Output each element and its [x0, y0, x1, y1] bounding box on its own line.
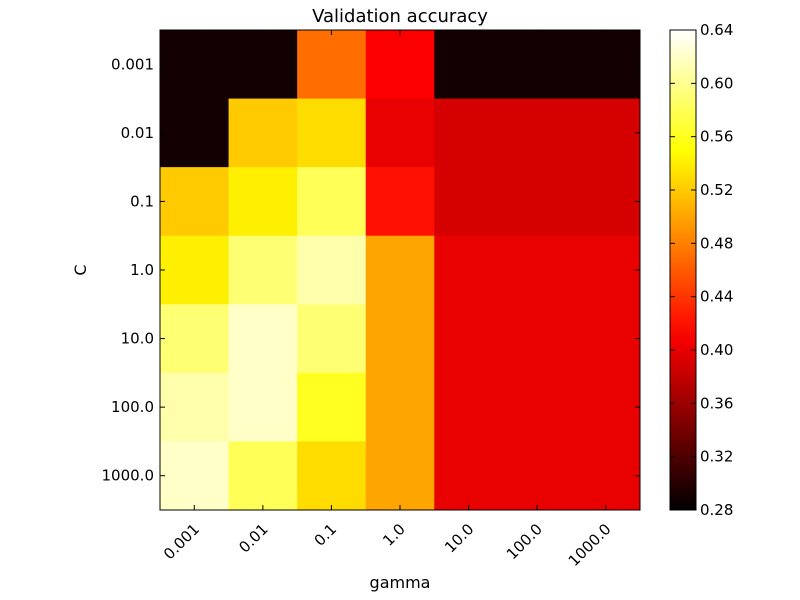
heatmap-cell [434, 372, 504, 442]
heatmap-cell [228, 235, 298, 305]
heatmap-cell [228, 98, 298, 168]
heatmap-cell [297, 98, 367, 168]
heatmap-cell [571, 167, 641, 237]
heatmap-cell [365, 235, 435, 305]
x-tick-label: 1000.0 [565, 520, 615, 570]
colorbar-tick-label: 0.40 [700, 341, 733, 359]
heatmap-cell [365, 30, 435, 100]
heatmap-cell [297, 441, 367, 511]
heatmap-cell [434, 441, 504, 511]
colorbar-tick-label: 0.28 [700, 501, 733, 519]
heatmap-cell [434, 30, 504, 100]
heatmap-cell [434, 304, 504, 374]
heatmap-cells [160, 30, 641, 511]
heatmap-cell [365, 372, 435, 442]
colorbar-tick-label: 0.32 [700, 448, 733, 466]
y-tick-label: 0.001 [111, 55, 154, 73]
heatmap-cell [160, 30, 230, 100]
heatmap-cell [434, 167, 504, 237]
heatmap-cell [434, 98, 504, 168]
heatmap-cell [502, 30, 572, 100]
colorbar-tick-label: 0.48 [700, 234, 733, 252]
y-tick-label: 100.0 [111, 398, 154, 416]
heatmap-cell [365, 304, 435, 374]
heatmap-cell [571, 30, 641, 100]
colorbar-tick-label: 0.52 [700, 181, 733, 199]
colorbar-tick-label: 0.56 [700, 128, 733, 146]
colorbar-frame [669, 29, 697, 511]
heatmap-cell [365, 98, 435, 168]
x-tick-label: 10.0 [441, 520, 477, 556]
heatmap-cell [502, 372, 572, 442]
heatmap-cell [228, 372, 298, 442]
heatmap-cell [502, 441, 572, 511]
heatmap-cell [502, 304, 572, 374]
heatmap-cell [502, 167, 572, 237]
y-tick-label: 1.0 [130, 261, 154, 279]
y-tick-label: 1000.0 [102, 467, 155, 485]
heatmap-cell [160, 167, 230, 237]
colorbar-tick-label: 0.64 [700, 21, 733, 39]
x-tick-label: 100.0 [503, 520, 546, 563]
x-axis-label: gamma [370, 573, 431, 592]
heatmap-cell [365, 167, 435, 237]
heatmap-cell [160, 304, 230, 374]
heatmap-cell [228, 30, 298, 100]
y-tick-label: 0.1 [130, 192, 154, 210]
heatmap-cell [228, 167, 298, 237]
heatmap-cell [571, 98, 641, 168]
heatmap-cell [297, 235, 367, 305]
y-axis-label: C [71, 264, 90, 275]
colorbar-ticks: 0.28 0.32 0.36 0.40 0.44 0.48 0.52 0.56 0.60 0.64 [670, 21, 733, 519]
colorbar: 0.28 0.32 0.36 0.40 0.44 0.48 0.52 0.56 0.60 0.64 [669, 21, 733, 519]
heatmap-cell [571, 372, 641, 442]
heatmap-cell [228, 441, 298, 511]
y-axis-ticks: 0.001 0.01 0.1 1.0 10.0 100.0 1000.0 [102, 55, 640, 485]
heatmap-cell [365, 441, 435, 511]
heatmap-cell [160, 372, 230, 442]
colorbar-tick-label: 0.44 [700, 288, 733, 306]
x-tick-label: 0.1 [311, 520, 341, 550]
heatmap-cell [297, 372, 367, 442]
colorbar-tick-label: 0.36 [700, 394, 733, 412]
y-tick-label: 0.01 [121, 124, 154, 142]
heatmap-cell [297, 304, 367, 374]
chart-title: Validation accuracy [312, 6, 488, 27]
heatmap-cell [571, 441, 641, 511]
heatmap-cell [160, 98, 230, 168]
heatmap-cell [502, 235, 572, 305]
heatmap-cell [297, 30, 367, 100]
heatmap-cell [160, 441, 230, 511]
colorbar-gradient [670, 30, 696, 510]
colorbar-tick-label: 0.60 [700, 74, 733, 92]
heatmap-cell [434, 235, 504, 305]
heatmap-cell [571, 235, 641, 305]
x-tick-label: 1.0 [379, 520, 409, 550]
y-tick-label: 10.0 [121, 330, 154, 348]
heatmap-cell [502, 98, 572, 168]
heatmap-cell [297, 167, 367, 237]
heatmap-cell [228, 304, 298, 374]
x-tick-label: 0.01 [235, 520, 271, 556]
heatmap-cell [160, 235, 230, 305]
heatmap-cell [571, 304, 641, 374]
x-tick-label: 0.001 [160, 520, 203, 563]
